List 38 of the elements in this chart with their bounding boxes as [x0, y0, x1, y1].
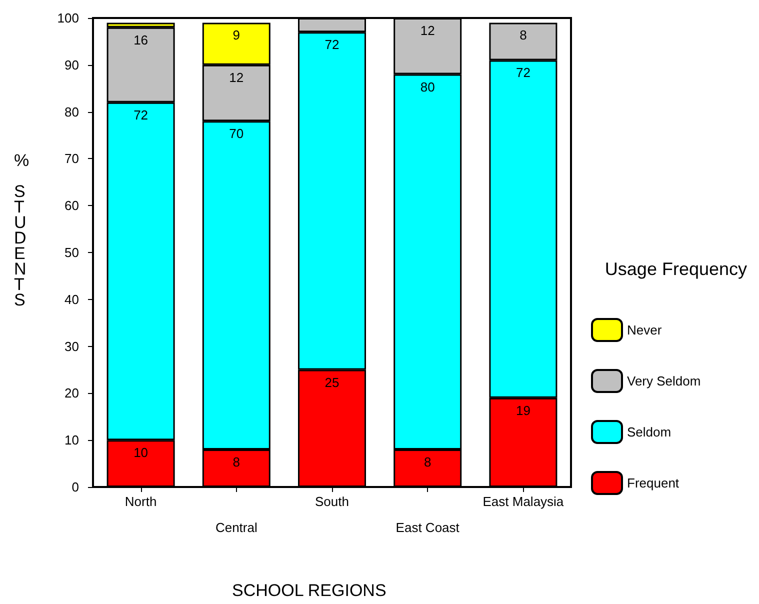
data-label: 8 [520, 28, 527, 43]
legend-title: Usage Frequency [604, 259, 748, 279]
y-tick-label: 50 [64, 245, 79, 260]
data-label: 12 [420, 23, 435, 38]
data-label: 12 [229, 70, 244, 85]
y-tick-label: 0 [72, 480, 79, 494]
data-label: 8 [424, 454, 432, 470]
data-label: 70 [229, 126, 244, 142]
data-label: 80 [420, 79, 435, 94]
data-label: 10 [134, 445, 148, 460]
legend-label: Very Seldom [627, 374, 701, 388]
legend-label: Seldom [627, 424, 672, 440]
x-tick-label: Central [215, 520, 258, 535]
data-label: 16 [134, 32, 148, 48]
y-tick-label: 60 [64, 198, 79, 214]
data-label: 8 [232, 454, 240, 470]
y-tick-label: 30 [64, 338, 79, 354]
y-tick-label: 100 [57, 10, 79, 26]
data-label: 72 [324, 37, 340, 52]
y-tick-label: 90 [64, 57, 79, 72]
data-label: 9 [232, 28, 240, 43]
y-tick-label: 20 [64, 386, 79, 401]
data-label: 72 [134, 107, 148, 122]
legend-label: Never [627, 322, 662, 338]
text: % STUDENTS [14, 151, 30, 310]
x-tick-label: East Malaysia [482, 494, 564, 509]
x-tick-label: East Coast [396, 520, 460, 535]
data-label: 25 [324, 374, 340, 390]
x-tick-label: South [315, 494, 349, 509]
y-tick-label: 10 [64, 432, 79, 448]
y-tick-label: 40 [64, 292, 79, 307]
legend-label: Frequent [627, 476, 680, 490]
y-tick-label: 80 [64, 104, 79, 120]
data-label: 19 [516, 402, 530, 418]
y-tick-label: 70 [64, 151, 79, 166]
x-tick-label: North [124, 494, 157, 509]
x-axis-title: SCHOOL REGIONS [232, 581, 386, 600]
data-label: 72 [516, 65, 530, 80]
